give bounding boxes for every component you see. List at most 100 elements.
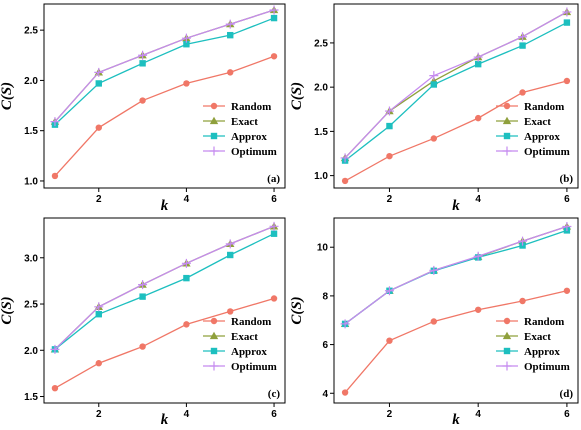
legend-marker — [210, 102, 218, 110]
data-point — [227, 31, 234, 39]
series-line — [344, 80, 568, 182]
data-point — [50, 344, 60, 354]
series-line — [54, 233, 275, 350]
legend-label: Random — [524, 101, 564, 113]
data-point — [270, 14, 278, 22]
y-axis-title: C(S) — [289, 82, 305, 110]
series-random — [341, 77, 571, 185]
data-point — [519, 297, 526, 305]
data-point — [386, 122, 393, 130]
legend-marker — [503, 102, 511, 110]
data-point — [386, 337, 393, 344]
legend-marker — [502, 146, 512, 156]
data-point — [183, 321, 190, 328]
series-line — [344, 290, 568, 393]
data-point — [429, 265, 439, 275]
data-point — [51, 172, 59, 180]
legend: Random Exact Approx Optimum — [496, 316, 570, 373]
legend-label: Optimum — [231, 146, 277, 158]
data-point — [341, 389, 349, 396]
y-tick-label: 1.5 — [24, 392, 38, 403]
y-tick-label: 2.5 — [24, 300, 38, 311]
data-point — [183, 41, 190, 48]
y-tick-label: 2.0 — [314, 83, 328, 94]
data-point — [430, 81, 438, 88]
series-line — [344, 11, 568, 159]
series-random — [51, 53, 278, 180]
data-point — [51, 385, 59, 392]
data-point — [519, 89, 526, 96]
data-point — [341, 177, 349, 185]
series-line — [54, 55, 275, 177]
y-axis-title: C(S) — [0, 82, 15, 110]
data-point — [225, 19, 235, 29]
data-point — [473, 251, 483, 261]
x-tick-label: 6 — [564, 194, 570, 205]
x-tick-label: 2 — [387, 409, 393, 420]
x-tick-label: 4 — [184, 409, 190, 420]
data-point — [473, 52, 483, 62]
data-point — [227, 308, 234, 315]
panel-label: (a) — [267, 173, 280, 185]
legend: Random Exact Approx Optimum — [203, 101, 277, 158]
data-point — [270, 230, 278, 237]
legend-label: Optimum — [524, 361, 570, 373]
y-tick-label: 1.0 — [314, 171, 328, 182]
data-point — [340, 153, 350, 163]
data-point — [386, 152, 393, 160]
data-point — [227, 251, 234, 259]
data-point — [384, 286, 394, 296]
legend-label: Optimum — [231, 361, 277, 373]
series-line — [54, 297, 275, 389]
y-tick-label: 10 — [317, 243, 329, 254]
data-point — [429, 71, 439, 81]
data-point — [94, 67, 104, 77]
legend-marker — [502, 116, 512, 125]
panel-label: (d) — [560, 388, 574, 400]
y-tick-label: 1.0 — [24, 176, 38, 187]
x-tick-label: 2 — [387, 194, 393, 205]
legend-label: Approx — [231, 346, 267, 358]
legend-label: Exact — [524, 116, 551, 128]
legend-label: Approx — [231, 131, 267, 143]
data-point — [430, 135, 438, 142]
series-line — [54, 9, 275, 123]
data-point — [519, 42, 526, 49]
legend-label: Exact — [524, 331, 551, 343]
x-tick-label: 4 — [184, 194, 190, 205]
y-tick-label: 3.0 — [24, 253, 38, 264]
data-point — [181, 258, 191, 268]
panel-label: (b) — [560, 173, 574, 185]
legend-label: Exact — [231, 116, 258, 128]
series-line — [344, 225, 568, 325]
data-point — [270, 295, 278, 302]
legend-label: Random — [231, 101, 271, 113]
legend-marker — [210, 347, 218, 355]
data-point — [562, 7, 572, 17]
legend-marker — [502, 331, 512, 340]
y-tick-label: 8 — [322, 291, 328, 302]
legend-marker — [209, 146, 219, 156]
legend-label: Random — [524, 316, 564, 328]
y-tick-label: 2.5 — [314, 38, 328, 49]
data-point — [183, 80, 190, 87]
data-point — [340, 319, 350, 329]
data-point — [474, 306, 482, 313]
data-point — [95, 311, 102, 318]
panel-1: 1.0 1.5 2.0 2.5 2 4 6 k C(S) Random Exact Approx Opt… — [0, 3, 286, 214]
x-tick-label: 4 — [475, 409, 481, 420]
data-point — [139, 97, 146, 104]
series-optimum — [50, 5, 279, 127]
x-tick-label: 2 — [96, 194, 102, 205]
plot-frame — [43, 3, 286, 189]
data-point — [563, 77, 571, 85]
y-tick-label: 2.0 — [24, 76, 38, 87]
legend-marker — [502, 361, 512, 371]
data-point — [474, 114, 482, 122]
legend-label: Exact — [231, 331, 258, 343]
y-tick-label: 6 — [322, 340, 328, 351]
data-point — [270, 53, 278, 60]
data-point — [138, 50, 148, 60]
data-point — [227, 69, 234, 76]
